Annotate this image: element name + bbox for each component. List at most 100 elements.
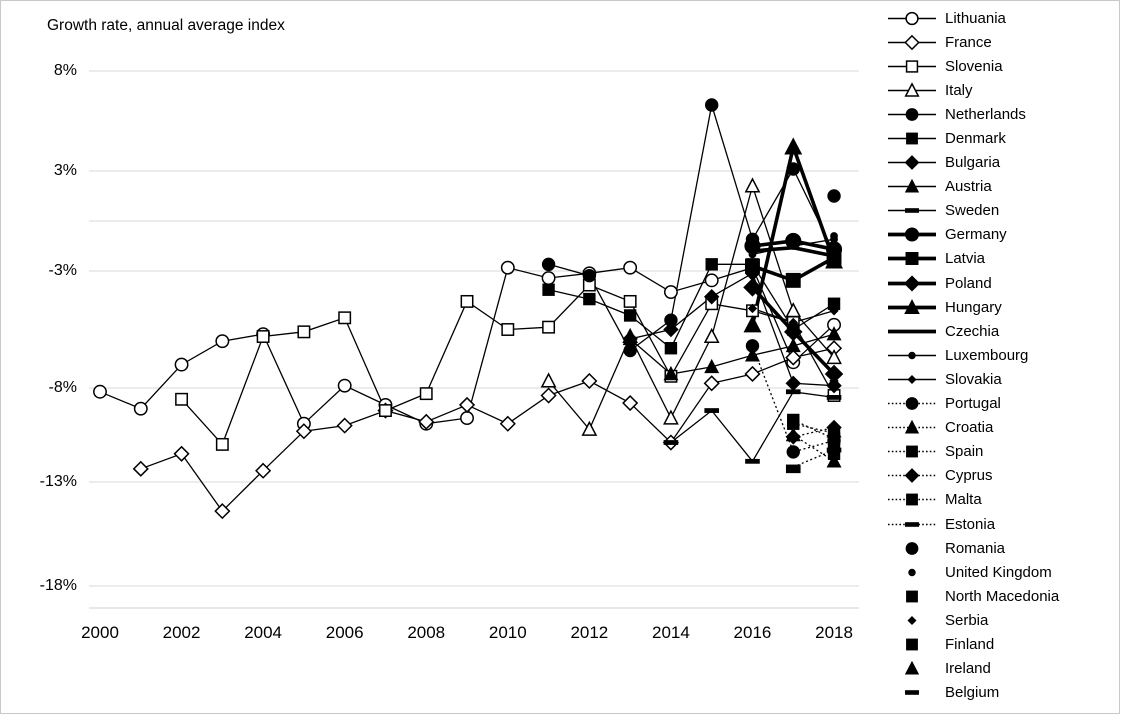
- series-marker-triangle: [826, 326, 842, 341]
- legend-sample-triangle-filled: [888, 419, 936, 434]
- series-marker-dash: [905, 208, 919, 214]
- legend-sample-circle-filled: [888, 227, 936, 242]
- series-marker-triangle: [703, 327, 720, 344]
- series-marker-square: [905, 60, 919, 73]
- legend-sample-triangle-filled: [888, 298, 936, 314]
- x-tick-label: 2018: [815, 623, 853, 642]
- series-marker-triangle: [826, 423, 842, 438]
- legend-sample-circle-filled: [888, 108, 936, 121]
- series-marker-circle: [582, 268, 597, 283]
- series-marker-triangle: [704, 358, 720, 374]
- x-tick-label: 2004: [244, 623, 283, 642]
- series-marker-square: [460, 294, 474, 308]
- series-marker-diamond-small: [829, 306, 839, 316]
- legend-label: Sweden: [945, 202, 1000, 220]
- series-marker-square: [623, 309, 637, 322]
- series-marker-square: [906, 132, 918, 145]
- legend-sample-triangle-filled: [888, 178, 936, 193]
- series-poland: [743, 278, 844, 384]
- legend-sample-circle-filled: [905, 541, 919, 555]
- legend-item-italy: Italy: [885, 78, 1119, 102]
- legend-item-portugal: Portugal: [885, 392, 1119, 416]
- series-marker-square: [623, 294, 637, 308]
- series-marker-circle: [337, 378, 352, 393]
- series-marker-dash: [704, 408, 720, 413]
- series-marker-diamond: [785, 429, 801, 445]
- series-line-austria: [629, 333, 835, 375]
- series-line-sweden: [670, 391, 835, 463]
- series-marker-diamond: [336, 417, 353, 434]
- series-hungary: [743, 137, 843, 333]
- series-marker-circle-small: [908, 568, 916, 576]
- series-marker-dash: [785, 389, 801, 395]
- legend-sample-diamond-filled: [888, 155, 936, 170]
- legend-label: Romania: [945, 539, 1006, 557]
- series-marker-diamond: [743, 278, 762, 297]
- series-united-kingdom: [830, 232, 838, 240]
- series-marker-circle-small: [908, 351, 916, 360]
- series-marker-triangle: [784, 137, 803, 155]
- y-tick-label: -18%: [39, 577, 77, 594]
- series-marker-square: [419, 387, 433, 401]
- legend-label: Hungary: [945, 298, 1002, 316]
- series-marker-diamond: [904, 34, 920, 50]
- series-marker-square: [583, 292, 596, 306]
- series-marker-diamond: [703, 375, 720, 392]
- x-tick-label: 2006: [325, 623, 364, 642]
- series-marker-diamond: [458, 396, 476, 413]
- series-marker-diamond-small: [788, 317, 798, 328]
- series-belgium: [785, 468, 801, 474]
- series-line-croatia: [792, 434, 835, 462]
- series-france: [132, 340, 843, 520]
- series-marker-triangle: [745, 347, 760, 362]
- legend-label: Malta: [945, 491, 982, 509]
- series-marker-square: [906, 445, 918, 458]
- series-marker-circle-small: [830, 232, 838, 240]
- series-marker-circle: [904, 227, 920, 242]
- legend-item-latvia: Latvia: [885, 247, 1119, 271]
- legend-item-sweden: Sweden: [885, 199, 1119, 223]
- series-marker-circle: [905, 541, 919, 555]
- legend-sample-square-filled: [888, 445, 936, 458]
- legend-item-croatia: Croatia: [885, 416, 1119, 440]
- legend-label: Germany: [945, 226, 1007, 244]
- legend-sample-square-filled: [888, 494, 936, 506]
- legend-sample-diamond-filled: [888, 468, 936, 484]
- series-marker-triangle: [540, 372, 557, 388]
- legend-item-france: France: [885, 30, 1119, 54]
- legend-label: Poland: [945, 274, 992, 292]
- series-marker-triangle: [663, 409, 679, 425]
- y-tick-label: 8%: [53, 62, 77, 79]
- series-marker-circle-small: [748, 250, 757, 259]
- series-marker-triangle: [826, 348, 842, 365]
- series-marker-square: [542, 320, 556, 334]
- legend-sample-square-filled: [906, 590, 918, 603]
- legend-item-slovakia: Slovakia: [885, 367, 1119, 391]
- legend-item-united-kingdom: United Kingdom: [885, 560, 1119, 584]
- series-marker-circle: [215, 334, 230, 349]
- legend-label: Cyprus: [945, 467, 993, 485]
- chart-title: Growth rate, annual average index: [47, 17, 285, 34]
- series-marker-diamond-small: [907, 615, 917, 625]
- series-marker-square: [379, 404, 392, 418]
- series-marker-diamond: [622, 394, 639, 412]
- legend-sample-triangle-filled: [904, 660, 920, 675]
- legend-label: Luxembourg: [945, 346, 1029, 364]
- series-marker-diamond: [295, 423, 312, 440]
- series-marker-circle: [460, 411, 474, 426]
- legend-item-poland: Poland: [885, 271, 1119, 295]
- legend-sample-diamond-open: [888, 34, 936, 50]
- legend-sample-none-filled: [888, 329, 936, 334]
- series-marker-square: [501, 323, 515, 336]
- series-marker-circle: [786, 162, 800, 176]
- series-line-denmark: [548, 263, 835, 350]
- legend-label: Lithuania: [945, 9, 1006, 27]
- series-marker-diamond: [785, 349, 802, 366]
- series-marker-square: [542, 283, 555, 296]
- legend-label: Finland: [945, 635, 995, 653]
- series-marker-circle: [905, 397, 919, 410]
- legend-item-romania: Romania: [885, 536, 1119, 560]
- series-marker-diamond: [540, 387, 557, 404]
- series-marker-circle: [93, 384, 107, 399]
- legend-item-hungary: Hungary: [885, 295, 1119, 319]
